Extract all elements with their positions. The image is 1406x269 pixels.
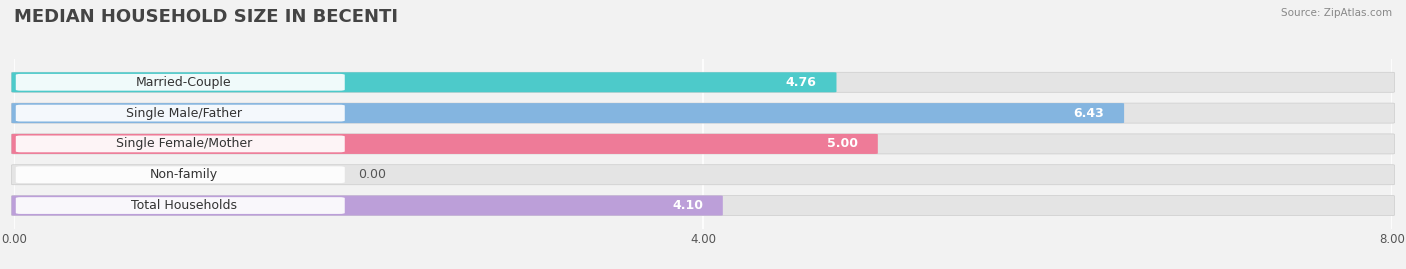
FancyBboxPatch shape (11, 103, 1125, 123)
FancyBboxPatch shape (11, 103, 1395, 123)
Text: 5.00: 5.00 (827, 137, 858, 150)
FancyBboxPatch shape (11, 165, 1395, 185)
Text: Total Households: Total Households (131, 199, 236, 212)
Text: Source: ZipAtlas.com: Source: ZipAtlas.com (1281, 8, 1392, 18)
FancyBboxPatch shape (15, 105, 344, 122)
FancyBboxPatch shape (15, 197, 344, 214)
Text: 6.43: 6.43 (1074, 107, 1104, 120)
FancyBboxPatch shape (11, 196, 1395, 215)
FancyBboxPatch shape (11, 134, 1395, 154)
Text: 4.10: 4.10 (672, 199, 703, 212)
FancyBboxPatch shape (11, 72, 837, 92)
Text: 4.76: 4.76 (786, 76, 817, 89)
FancyBboxPatch shape (11, 134, 877, 154)
Text: 0.00: 0.00 (359, 168, 387, 181)
FancyBboxPatch shape (11, 72, 1395, 92)
Text: Married-Couple: Married-Couple (136, 76, 232, 89)
FancyBboxPatch shape (15, 166, 344, 183)
FancyBboxPatch shape (15, 136, 344, 152)
Text: Single Female/Mother: Single Female/Mother (115, 137, 252, 150)
Text: Non-family: Non-family (149, 168, 218, 181)
Text: Single Male/Father: Single Male/Father (125, 107, 242, 120)
Text: MEDIAN HOUSEHOLD SIZE IN BECENTI: MEDIAN HOUSEHOLD SIZE IN BECENTI (14, 8, 398, 26)
FancyBboxPatch shape (11, 196, 723, 215)
FancyBboxPatch shape (15, 74, 344, 91)
